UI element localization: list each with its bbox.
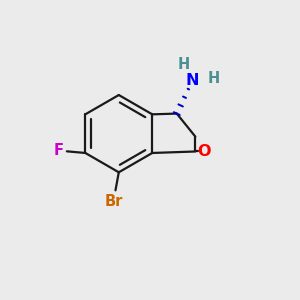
Text: H: H	[178, 57, 190, 72]
Text: N: N	[185, 74, 199, 88]
Text: Br: Br	[104, 194, 123, 209]
Text: F: F	[54, 143, 64, 158]
Text: O: O	[197, 144, 210, 159]
Text: H: H	[208, 71, 220, 86]
